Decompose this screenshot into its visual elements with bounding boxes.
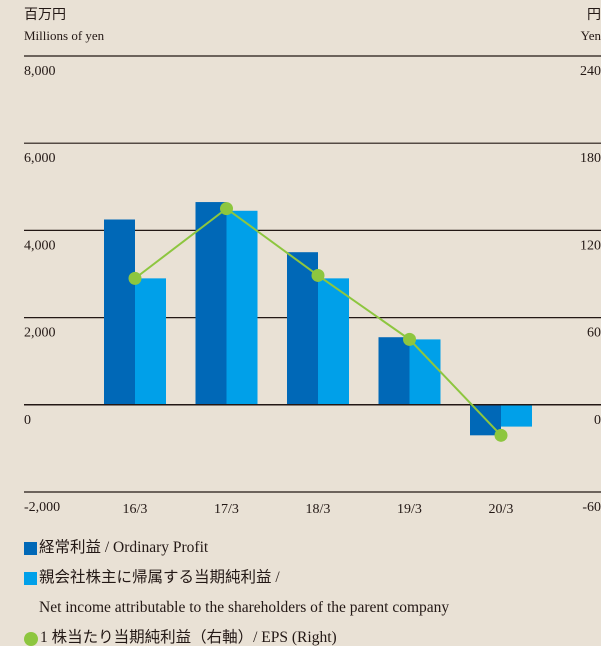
bar: [318, 278, 349, 405]
chart: 百万円 Millions of yen 円 Yen -2,000 0 2,000 4,…: [24, 7, 601, 517]
eps-point: [311, 268, 325, 282]
legend-label: 1 株当たり当期純利益（右軸）/ EPS (Right): [40, 629, 337, 646]
y2-tick-label: 180: [580, 151, 601, 166]
bar: [104, 219, 135, 405]
legend-item: 親会社株主に帰属する当期純利益 / Net income attributabl…: [24, 563, 601, 623]
bar: [501, 404, 532, 427]
eps-point: [403, 332, 416, 346]
x-tick-label: 20/3: [489, 502, 514, 517]
eps-point: [128, 271, 142, 285]
y2-tick-label: 60: [587, 326, 601, 341]
bar: [409, 339, 441, 405]
y-tick-label: 6,000: [24, 151, 56, 166]
legend: 経常利益 / Ordinary Profit 親会社株主に帰属する当期純利益 / …: [24, 533, 601, 646]
y2-tick-label: 0: [594, 413, 601, 428]
bar: [378, 337, 410, 405]
x-tick-label: 16/3: [123, 502, 148, 517]
y-tick-label: 8,000: [24, 64, 56, 79]
y2-tick-label: 240: [580, 64, 601, 79]
legend-item: 1 株当たり当期純利益（右軸）/ EPS (Right): [24, 623, 601, 646]
y-tick-label: 2,000: [24, 326, 56, 341]
legend-label: 経常利益 / Ordinary Profit: [39, 539, 209, 556]
y2-tick-label: -60: [582, 500, 601, 515]
x-tick-label: 19/3: [397, 502, 422, 517]
y-unit: Millions of yen: [24, 28, 105, 43]
y2-unit: Yen: [581, 28, 601, 43]
y-tick-label: -2,000: [24, 500, 60, 515]
y2-tick-label: 120: [580, 238, 601, 253]
bar: [226, 210, 258, 405]
eps-point: [494, 428, 508, 442]
y2-unit-ja: 円: [587, 8, 601, 23]
legend-swatch: [24, 572, 37, 585]
bar: [135, 278, 166, 405]
bar: [195, 202, 227, 405]
x-tick-label: 18/3: [306, 502, 331, 517]
legend-swatch: [24, 632, 38, 646]
x-tick-label: 17/3: [214, 502, 239, 517]
legend-swatch: [24, 542, 37, 555]
y-tick-label: 0: [24, 413, 31, 428]
legend-label: 親会社株主に帰属する当期純利益 / Net income attributabl…: [39, 569, 450, 616]
eps-point: [220, 202, 233, 216]
y-tick-label: 4,000: [24, 238, 56, 253]
y-unit-ja: 百万円: [24, 7, 66, 23]
legend-item: 経常利益 / Ordinary Profit: [24, 533, 601, 563]
